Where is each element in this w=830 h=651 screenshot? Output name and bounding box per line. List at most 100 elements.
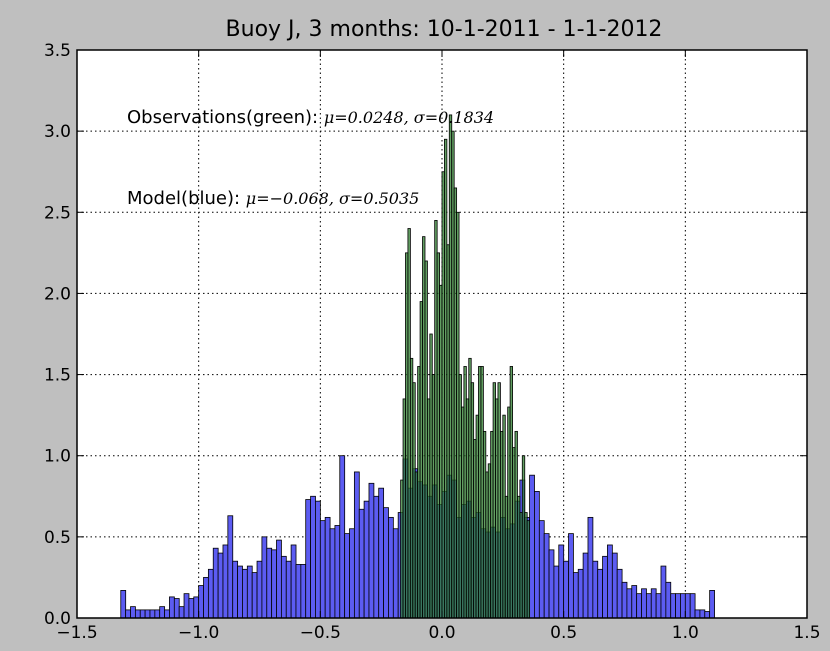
model-bar: [139, 609, 146, 619]
model-bar: [587, 516, 594, 619]
model-bar: [130, 606, 136, 619]
y-tick-label: 2.0: [44, 284, 71, 304]
model-bar: [558, 544, 565, 619]
model-bar: [577, 568, 584, 619]
model-bar: [290, 544, 297, 619]
model-bar: [563, 560, 569, 619]
model-bar: [641, 588, 647, 619]
model-bar: [534, 491, 540, 619]
model-bar: [553, 565, 560, 619]
model-bar: [271, 549, 277, 619]
model-bar: [203, 577, 209, 619]
model-bar: [207, 568, 214, 619]
model-bar: [694, 609, 701, 619]
model-bar: [164, 609, 170, 619]
model-bar: [315, 500, 321, 619]
model-bar: [217, 552, 224, 619]
model-bar: [548, 549, 555, 619]
model-bar: [621, 581, 628, 619]
model-bar: [660, 565, 667, 619]
model-bar: [222, 544, 229, 619]
model-bar: [602, 555, 608, 619]
model-bar: [636, 593, 642, 619]
y-tick-label: 1.5: [44, 366, 71, 386]
model-bar: [709, 590, 715, 619]
observations-annotation: Observations(green): μ=0.0248, σ=0.1834: [127, 107, 494, 128]
x-tick-label: 1.0: [672, 623, 699, 643]
model-bar: [276, 539, 282, 619]
model-bar: [388, 516, 394, 619]
model-bar: [645, 593, 652, 619]
model-bar: [665, 581, 672, 619]
chart-title: Buoy J, 3 months: 10-1-2011 - 1-1-2012: [226, 17, 663, 42]
axis-ticks: [76, 49, 808, 619]
model-bar: [572, 572, 579, 619]
x-tick-label: −1.0: [178, 623, 219, 643]
model-bar: [300, 564, 307, 619]
model-bar: [529, 474, 535, 619]
model-bar: [237, 565, 243, 619]
model-bar: [383, 507, 389, 619]
model-bar: [670, 593, 677, 619]
y-tick-label: 0.0: [44, 609, 71, 629]
model-annotation-stats: μ=−0.068, σ=0.5035: [246, 189, 420, 208]
model-bar: [353, 471, 360, 619]
x-tick-label: −1.5: [56, 623, 97, 643]
y-tick-label: 3.5: [44, 41, 71, 61]
model-bar: [689, 593, 696, 619]
model-bar: [188, 598, 195, 619]
model-bar: [261, 536, 268, 619]
model-bar: [684, 593, 691, 619]
y-tick-labels: 0.0 0.5 1.0 1.5 2.0 2.5 3.0 3.5: [44, 41, 71, 629]
model-bar: [568, 533, 574, 619]
model-bar: [358, 508, 365, 619]
model-bar: [597, 568, 604, 619]
model-bar: [280, 555, 287, 619]
model-bar: [169, 596, 175, 619]
model-bar: [120, 590, 127, 619]
model-bar: [329, 528, 336, 619]
model-bar: [655, 593, 662, 619]
model-bar: [582, 552, 589, 619]
model-bar: [543, 533, 550, 619]
model-bar: [125, 609, 131, 619]
model-bar: [173, 598, 180, 619]
model-bar: [626, 588, 633, 619]
model-bar: [305, 499, 312, 619]
y-tick-label: 1.0: [44, 447, 71, 467]
model-bar: [310, 495, 316, 619]
model-bar: [675, 593, 681, 619]
model-bar: [363, 500, 370, 619]
model-bar: [538, 520, 545, 619]
model-bar: [251, 572, 258, 619]
x-tick-label: 1.5: [793, 623, 820, 643]
model-bar: [373, 495, 380, 619]
x-tick-label: −0.5: [300, 623, 341, 643]
x-tick-label: 0.0: [428, 623, 455, 643]
model-annotation: Model(blue): μ=−0.068, σ=0.5035: [127, 188, 419, 209]
model-bar: [631, 585, 638, 619]
model-bar: [699, 609, 706, 619]
model-bar: [285, 560, 292, 619]
model-bar: [242, 568, 248, 619]
model-bar: [159, 606, 166, 619]
model-bar: [178, 606, 185, 619]
model-bar: [227, 515, 234, 619]
model-bar: [246, 565, 253, 619]
model-bar: [198, 585, 204, 619]
observations-bar: [526, 520, 531, 619]
model-bar: [212, 547, 219, 619]
model-bar: [256, 560, 263, 619]
model-bar: [266, 547, 273, 619]
model-bar: [334, 525, 341, 619]
x-tick-label: 0.5: [550, 623, 577, 643]
model-bar: [149, 609, 156, 619]
model-bar: [607, 544, 613, 619]
model-bar: [154, 609, 161, 619]
model-bar: [193, 596, 200, 619]
model-bar: [378, 487, 385, 619]
model-bar: [680, 593, 686, 619]
model-bar: [368, 482, 375, 619]
observations-annotation-label: Observations(green):: [127, 107, 324, 128]
model-bar: [295, 564, 302, 619]
